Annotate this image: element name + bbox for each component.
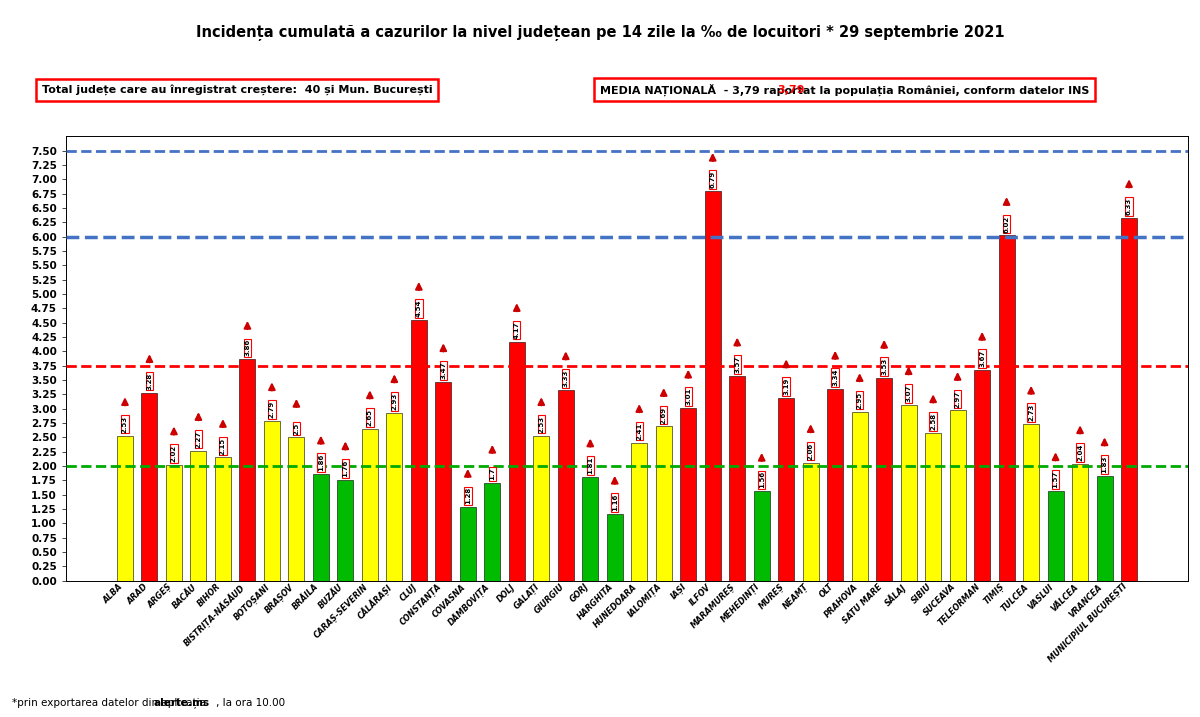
Bar <box>191 450 206 581</box>
Bar <box>436 381 451 581</box>
Bar <box>852 412 868 581</box>
Text: 1.28: 1.28 <box>464 488 470 505</box>
Text: , la ora 10.00: , la ora 10.00 <box>216 698 286 708</box>
Bar <box>827 389 844 581</box>
Text: 3.19: 3.19 <box>784 378 790 395</box>
Text: 3.28: 3.28 <box>146 373 152 390</box>
Bar <box>386 413 402 581</box>
Bar <box>1121 218 1138 581</box>
Text: 2.41: 2.41 <box>636 422 642 440</box>
Text: 2.69: 2.69 <box>661 407 667 424</box>
Text: 1.7: 1.7 <box>490 468 496 480</box>
Text: 2.95: 2.95 <box>857 391 863 409</box>
Text: 3,79: 3,79 <box>778 85 805 95</box>
Text: 3.47: 3.47 <box>440 361 446 379</box>
Text: 2.97: 2.97 <box>955 390 961 407</box>
Text: 6.33: 6.33 <box>1126 198 1132 215</box>
Bar <box>974 370 990 581</box>
Bar <box>166 465 182 581</box>
Text: 2.65: 2.65 <box>367 409 373 426</box>
Bar <box>264 421 280 581</box>
Bar <box>118 436 133 581</box>
Bar <box>876 379 892 581</box>
Bar <box>901 404 917 581</box>
Bar <box>730 376 745 581</box>
Bar <box>142 393 157 581</box>
Bar <box>655 427 672 581</box>
Text: MEDIA NAȚIONALĂ  - 3,79 raportat la populația României, conform datelor INS: MEDIA NAȚIONALĂ - 3,79 raportat la popul… <box>600 83 1090 96</box>
Text: 3.34: 3.34 <box>832 369 838 386</box>
Text: 2.79: 2.79 <box>269 401 275 418</box>
Bar <box>803 462 818 581</box>
Text: 3.67: 3.67 <box>979 350 985 367</box>
Text: 2.04: 2.04 <box>1078 444 1084 461</box>
Text: 2.53: 2.53 <box>122 416 128 433</box>
Bar <box>680 408 696 581</box>
Bar <box>509 341 524 581</box>
Text: 3.33: 3.33 <box>563 369 569 387</box>
Bar <box>949 410 966 581</box>
Text: 3.86: 3.86 <box>245 339 251 356</box>
Text: 1.76: 1.76 <box>342 460 348 477</box>
Text: 2.02: 2.02 <box>170 445 176 462</box>
Text: alerte.ms: alerte.ms <box>154 698 210 708</box>
Text: 3.01: 3.01 <box>685 388 691 405</box>
Bar <box>533 436 550 581</box>
Bar <box>362 429 378 581</box>
Text: 3.53: 3.53 <box>881 358 887 376</box>
Bar <box>582 477 599 581</box>
Text: 2.15: 2.15 <box>220 437 226 455</box>
Bar <box>240 359 256 581</box>
Bar <box>1048 490 1063 581</box>
Bar <box>1097 476 1112 581</box>
Bar <box>1024 424 1039 581</box>
Text: 2.93: 2.93 <box>391 393 397 410</box>
Text: 1.86: 1.86 <box>318 454 324 471</box>
Text: 2.53: 2.53 <box>539 416 545 433</box>
Text: 2.73: 2.73 <box>1028 404 1034 422</box>
Text: Total județe care au înregistrat creștere:  40 și Mun. București: Total județe care au înregistrat creșter… <box>42 84 433 95</box>
Text: 1.16: 1.16 <box>612 494 618 511</box>
Bar <box>1072 464 1088 581</box>
Text: Incidența cumulată a cazurilor la nivel județean pe 14 zile la ‰ de locuitori * : Incidența cumulată a cazurilor la nivel … <box>196 25 1004 41</box>
Text: *prin exportarea datelor din aplicația: *prin exportarea datelor din aplicația <box>12 698 209 708</box>
Bar <box>779 398 794 581</box>
Bar <box>754 491 769 581</box>
Bar <box>288 437 305 581</box>
Text: 4.54: 4.54 <box>416 300 422 318</box>
Bar <box>410 320 427 581</box>
Bar <box>460 508 475 581</box>
Text: 1.83: 1.83 <box>1102 455 1108 473</box>
Bar <box>925 433 941 581</box>
Bar <box>607 514 623 581</box>
Text: 2.06: 2.06 <box>808 442 814 460</box>
Text: 1.81: 1.81 <box>587 457 593 474</box>
Text: 6.02: 6.02 <box>1003 216 1009 232</box>
Text: 3.07: 3.07 <box>906 384 912 402</box>
Text: 1.57: 1.57 <box>1052 470 1058 488</box>
Text: 3.57: 3.57 <box>734 356 740 373</box>
Text: 2.27: 2.27 <box>196 431 202 447</box>
Bar <box>313 474 329 581</box>
Bar <box>215 457 230 581</box>
Bar <box>998 235 1014 581</box>
Text: 6.79: 6.79 <box>709 171 715 189</box>
Bar <box>337 480 353 581</box>
Bar <box>485 483 500 581</box>
Text: 4.17: 4.17 <box>514 321 520 338</box>
Text: 2.5: 2.5 <box>293 422 299 435</box>
Text: 2.58: 2.58 <box>930 413 936 430</box>
Bar <box>558 390 574 581</box>
Bar <box>704 191 721 581</box>
Bar <box>631 442 647 581</box>
Text: 1.56: 1.56 <box>758 471 764 488</box>
